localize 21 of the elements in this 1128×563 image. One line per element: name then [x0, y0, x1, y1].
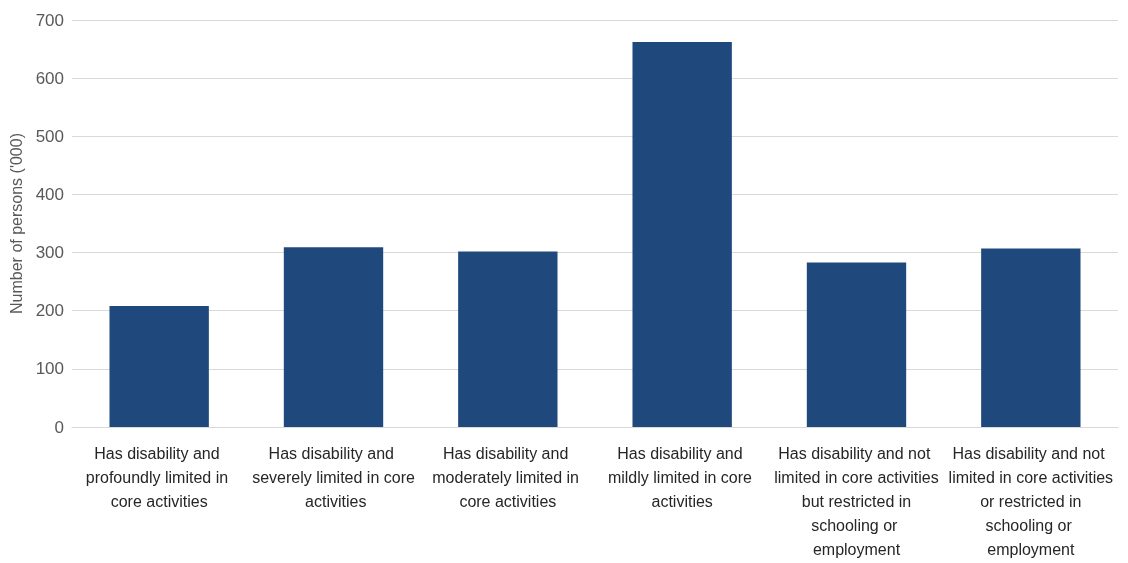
- bar: [981, 248, 1081, 427]
- y-tick-label: 100: [35, 359, 64, 379]
- x-tick-label: Has disability and severely limited in core activities: [252, 444, 415, 510]
- bar: [283, 247, 384, 427]
- y-tick-label: 500: [35, 126, 64, 146]
- bar: [806, 262, 907, 427]
- bar: [458, 251, 558, 427]
- y-tick-label: 400: [35, 184, 64, 204]
- y-tick-label: 200: [35, 301, 64, 321]
- y-tick-label: 0: [54, 417, 64, 437]
- x-tick-label: Has disability and profoundly limited in core activities: [85, 444, 233, 510]
- x-tick-label: Has disability and not limited in core activities or restricted in schooling or employment: [948, 444, 1114, 558]
- x-tick-label: Has disability and mildly limited in core activities: [607, 444, 757, 510]
- bar: [109, 306, 209, 427]
- bar: [632, 42, 732, 427]
- x-tick-label: Has disability and not limited in core activities but restricted in schooling or employment: [774, 444, 939, 558]
- y-tick-label: 700: [35, 10, 64, 30]
- x-tick-label: Has disability and moderately limited in core activities: [432, 444, 584, 510]
- y-tick-label: 300: [35, 243, 64, 263]
- y-tick-label: 600: [35, 68, 64, 88]
- y-axis-title: Number of persons ('000): [7, 133, 25, 314]
